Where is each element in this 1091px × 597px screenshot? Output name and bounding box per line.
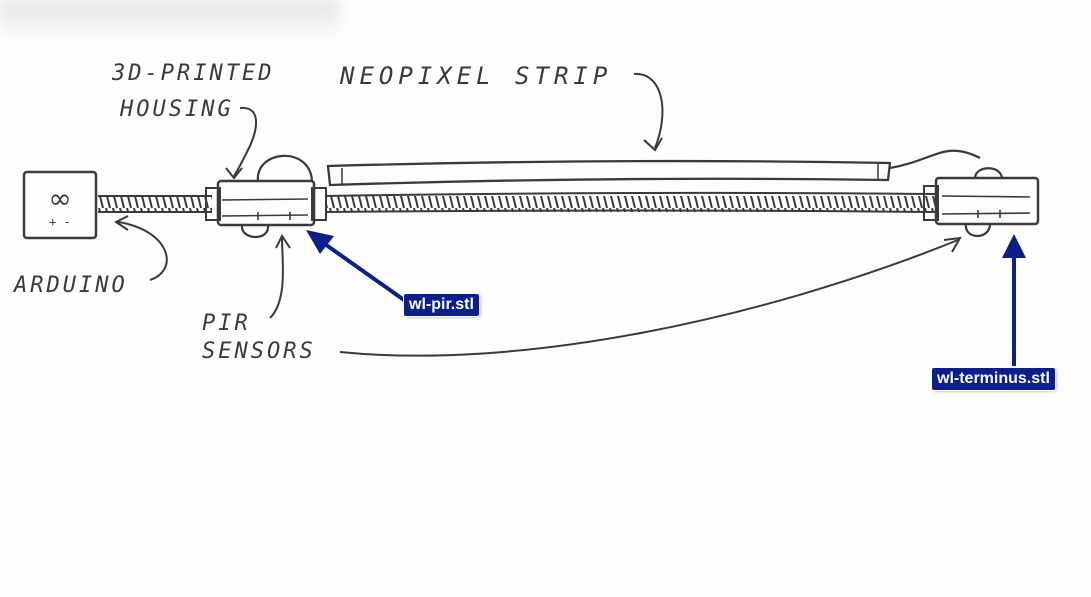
sketch-arrows bbox=[114, 72, 962, 357]
terminus-stl-callout: wl-terminus.stl bbox=[932, 368, 1055, 390]
scan-shadow bbox=[0, 0, 340, 40]
main-cable bbox=[325, 191, 937, 213]
housing-label-line1: 3D-PRINTED bbox=[111, 61, 274, 86]
arduino-label: ARDUINO bbox=[12, 273, 128, 298]
pir-label-line1: PIR bbox=[202, 311, 251, 336]
arduino-polarity: + - bbox=[49, 215, 71, 229]
pir-stl-callout: wl-pir.stl bbox=[404, 294, 479, 316]
arduino-cable bbox=[98, 195, 212, 213]
pir-label-line2: SENSORS bbox=[202, 339, 316, 364]
arduino-box: ∞ + - bbox=[22, 170, 98, 240]
pir-housing bbox=[205, 154, 327, 239]
neopixel-strip bbox=[326, 149, 981, 187]
neopixel-strip-label: NEOPIXEL STRIP bbox=[339, 62, 612, 90]
callout-arrows bbox=[306, 230, 1026, 366]
terminus-housing bbox=[923, 167, 1040, 238]
arduino-logo-icon: ∞ bbox=[48, 182, 71, 215]
housing-label-line2: HOUSING bbox=[119, 97, 234, 122]
